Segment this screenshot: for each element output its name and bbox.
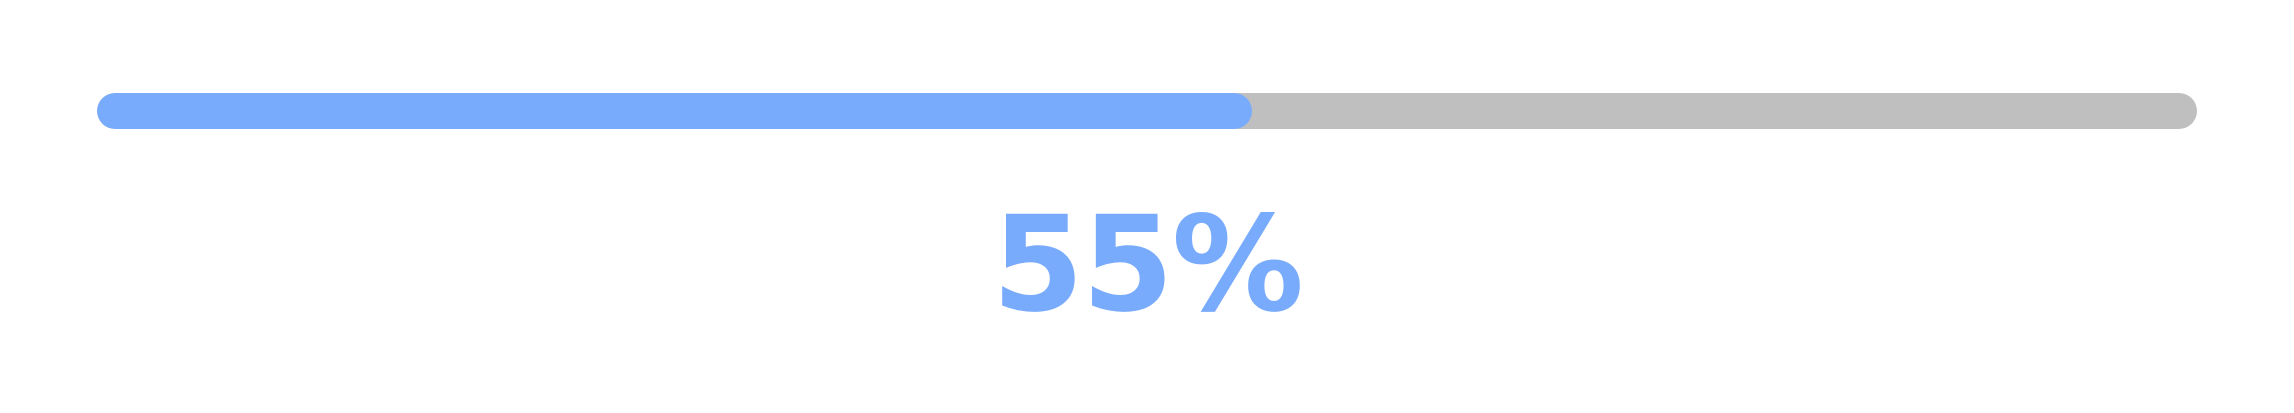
progress-percent-label: 55%	[992, 188, 1304, 342]
progress-fill	[97, 93, 1252, 129]
progress-track	[97, 93, 2197, 129]
